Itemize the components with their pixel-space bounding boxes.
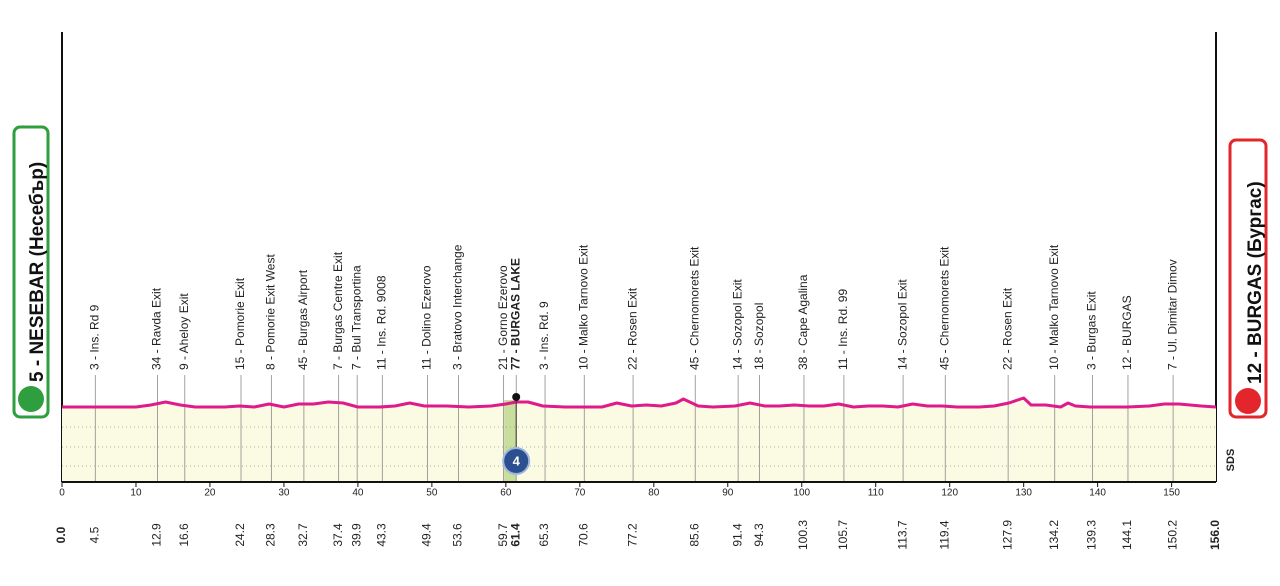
waypoint-name: 3 - Bratovo Interchange [451,244,465,370]
waypoint-km: 144.1 [1120,520,1134,550]
waypoint-name: 7 - Burgas Centre Exit [331,251,345,370]
waypoint-name: 77 - BURGAS LAKE [508,258,522,370]
sprint-badge [502,447,531,475]
x-tick-label: 60 [500,488,512,499]
profile-line [62,396,1217,409]
waypoint-km: 100.3 [796,520,810,550]
waypoint-name: 11 - Ins. Rd. 99 [836,289,850,370]
x-tick-label: 0 [59,488,65,499]
x-tick-label: 50 [426,488,438,499]
waypoint-name: 12 - BURGAS [1120,295,1134,370]
waypoint-km: 139.3 [1085,520,1099,550]
waypoint-name: 38 - Cape Agalina [796,274,810,370]
profile-fill [62,398,1216,482]
waypoint-km: 127.9 [1000,520,1014,550]
waypoint-km: 65.3 [537,523,551,547]
x-tick-label: 100 [793,488,810,499]
waypoint-km: 150.2 [1165,520,1179,550]
waypoint-km: 94.3 [752,523,766,547]
x-tick-label: 80 [648,488,660,499]
x-tick-label: 140 [1089,488,1106,499]
waypoint-km: 49.4 [420,523,434,547]
waypoint-km: 77.2 [625,523,639,547]
waypoint-name: 21 - Gorno Ezerovo [496,265,510,370]
waypoint-name: 3 - Ins. Rd 9 [87,304,101,370]
waypoint-km: 4.5 [87,526,101,543]
waypoint-name: 45 - Burgas Airport [296,269,310,370]
waypoint-name: 22 - Rosen Exit [625,287,639,370]
waypoint-km: 43.3 [374,523,388,547]
x-tick-label: 130 [1015,488,1032,499]
waypoint-km: 113.7 [895,520,909,549]
finish-box [1228,138,1268,419]
x-tick-label: 120 [941,488,958,499]
start-km: 0.0 [54,526,68,543]
waypoint-name: 14 - Sozopol Exit [895,279,909,370]
waypoint-name: 3 - Ins. Rd. 9 [537,301,551,370]
finish-icon [1235,388,1261,414]
waypoint-km: 24.2 [233,523,247,547]
x-tick-label: 110 [868,488,884,499]
waypoint-km: 70.6 [576,523,590,547]
waypoint-km: 12.9 [150,523,164,547]
x-tick-label: 20 [204,488,216,499]
waypoint-km: 16.6 [177,523,191,547]
waypoint-km: 85.6 [687,523,701,547]
x-tick-label: 70 [574,488,586,499]
waypoint-km: 39.9 [349,523,363,547]
finish-km: 156.0 [1208,520,1222,550]
waypoint-name: 11 - Ins. Rd. 9008 [374,275,388,370]
waypoint-name: 14 - Sozopol Exit [730,279,744,370]
waypoint-km: 119.4 [937,520,951,549]
waypoint-km: 91.4 [730,523,744,547]
x-tick-label: 40 [352,488,364,499]
waypoint-name: 10 - Malko Tarnovo Exit [1047,244,1061,370]
waypoint-km: 32.7 [296,523,310,547]
x-tick-label: 30 [278,488,290,499]
waypoint-name: 18 - Sozopol [752,303,766,370]
waypoint-km: 61.4 [508,523,522,547]
waypoint-name: 8 - Pomorie Exit West [264,254,278,370]
waypoint-name: 11 - Dolino Ezerovo [420,265,434,370]
waypoint-km: 28.3 [264,523,278,547]
waypoint-name: 7 - Bul Transportina [349,265,363,370]
waypoint-name: 34 - Ravda Exit [150,287,164,370]
waypoint-km: 53.6 [451,523,465,547]
start-label: 5 - NESEBAR (Несебър) [27,162,48,382]
waypoint-km: 59.7 [496,523,510,547]
waypoint-name: 10 - Malko Tarnovo Exit [576,244,590,370]
finish-label: 12 - BURGAS (Бургас) [1245,181,1266,384]
waypoint-name: 15 - Pomorie Exit [233,277,247,370]
waypoint-km: 37.4 [331,523,345,547]
x-tick-label: 10 [130,488,142,499]
waypoint-name: 45 - Chernomorets Exit [937,246,951,370]
waypoint-name: 45 - Chernomorets Exit [687,246,701,370]
waypoint-name: 7 - Ul. Dimitar Dimov [1165,259,1179,370]
x-tick-label: 90 [722,488,734,499]
start-icon [18,386,44,412]
sprint-point [512,393,521,401]
waypoint-km: 134.2 [1047,520,1061,550]
logo: SDS [1225,449,1237,472]
sprint-number: 4 [513,453,521,468]
waypoint-name: 22 - Rosen Exit [1000,287,1014,370]
waypoint-name: 3 - Burgas Exit [1085,291,1099,370]
waypoint-km: 105.7 [836,520,850,550]
start-box [12,125,50,419]
x-tick-label: 150 [1163,488,1180,499]
waypoint-name: 9 - Aheloy Exit [177,293,191,370]
